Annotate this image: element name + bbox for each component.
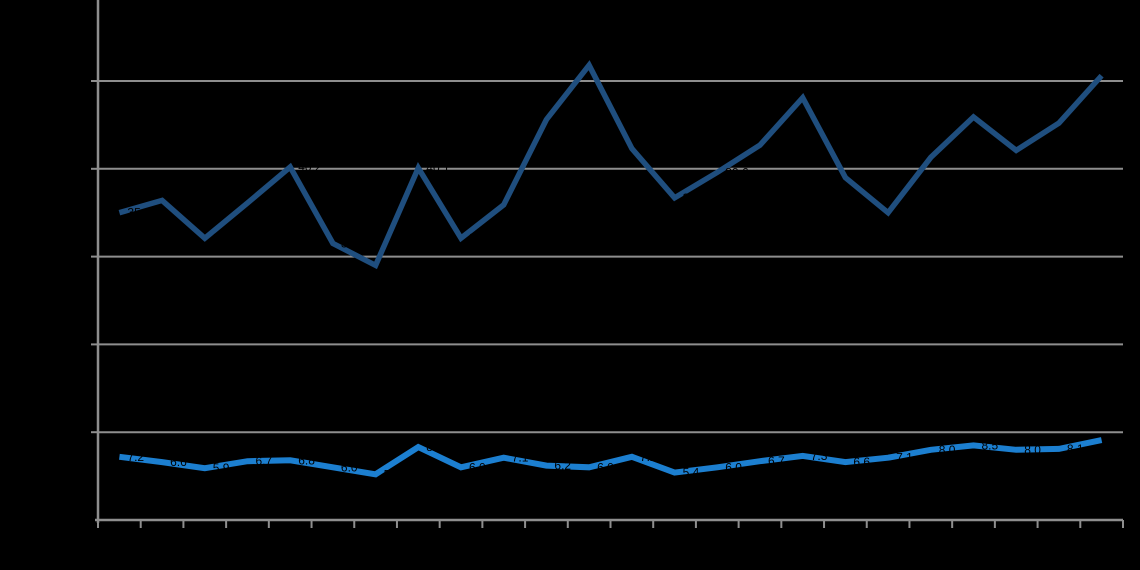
- data-label: 39.6: [725, 165, 749, 179]
- data-label: 35.0: [896, 206, 920, 220]
- data-label: 36.4: [170, 193, 194, 207]
- data-label: 36.1: [256, 196, 280, 210]
- data-label: 8.0: [1024, 443, 1041, 457]
- data-label: 36.7: [683, 191, 707, 205]
- data-label: 45.6: [554, 113, 578, 127]
- data-label: 5.2: [384, 467, 401, 481]
- data-labels-group: 35.0 36.4 32.1 36.1 40.2 31.5 29.0 40.1 32.1 35.9…: [127, 58, 1133, 481]
- data-label: 7.2: [640, 450, 657, 464]
- data-label: 5.9: [213, 461, 230, 475]
- data-label: 7.1: [896, 451, 913, 465]
- data-label: 8.3: [426, 440, 443, 454]
- data-label: 8.0: [939, 443, 956, 457]
- gridlines-group: [98, 80, 1123, 434]
- data-label: 7.1: [512, 451, 529, 465]
- data-label: 7.2: [127, 450, 144, 464]
- series-bright-blue-line: [119, 437, 1103, 478]
- data-label: 6.0: [597, 460, 614, 474]
- data-label: 6.6: [853, 455, 870, 469]
- data-label: 48.1: [811, 91, 835, 105]
- data-label: 6.7: [256, 454, 273, 468]
- data-label: 35.0: [127, 206, 151, 220]
- data-label: 42.3: [640, 142, 664, 156]
- data-label: 32.1: [469, 231, 493, 245]
- data-label: 31.5: [341, 236, 365, 250]
- data-label: 8.5: [982, 438, 999, 452]
- series-dark-navy-line: [118, 60, 1104, 270]
- data-label: 41.3: [939, 150, 963, 164]
- data-label: 6.7: [768, 454, 785, 468]
- axis-ticks-group: [91, 80, 1124, 528]
- data-label: 35.9: [512, 198, 536, 212]
- data-label: 6.0: [725, 460, 742, 474]
- data-label: 9.1: [1110, 433, 1127, 447]
- data-label: 7.3: [811, 449, 828, 463]
- data-label: 29.0: [384, 258, 408, 272]
- data-label: 6.0: [341, 460, 358, 474]
- data-label: 42.1: [1024, 143, 1048, 157]
- data-label: 6.2: [554, 459, 571, 473]
- data-label: 45.2: [1067, 116, 1091, 130]
- data-label: 45.9: [982, 110, 1006, 124]
- series-group: [118, 60, 1104, 478]
- data-label: 51.8: [597, 58, 621, 72]
- data-label: 6.0: [469, 460, 486, 474]
- data-label: 32.1: [213, 231, 237, 245]
- data-label: 39.0: [853, 171, 877, 185]
- data-label: 50.6: [1110, 69, 1134, 83]
- data-label: 42.7: [768, 138, 792, 152]
- data-label: 5.4: [683, 466, 700, 480]
- data-label: 40.2: [298, 160, 322, 174]
- data-label: 8.1: [1067, 442, 1084, 456]
- data-label: 6.6: [170, 455, 187, 469]
- data-label: 40.1: [426, 161, 450, 175]
- data-label: 6.8: [298, 453, 315, 467]
